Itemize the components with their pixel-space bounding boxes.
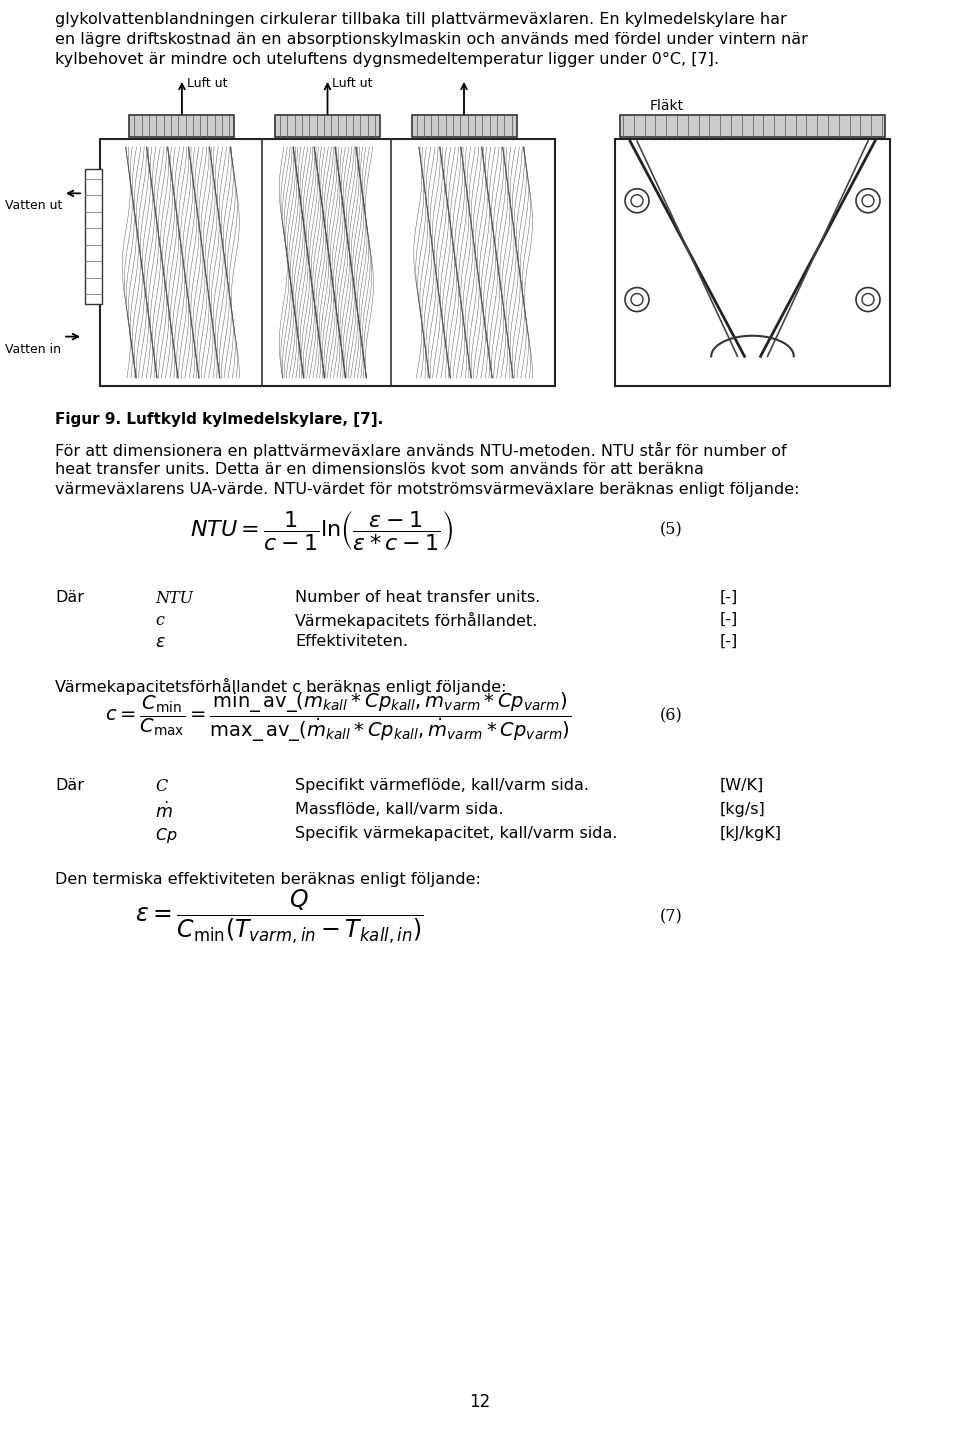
Bar xyxy=(620,114,885,137)
Text: Massflöde, kall/varm sida.: Massflöde, kall/varm sida. xyxy=(295,802,503,817)
Text: $Cp$: $Cp$ xyxy=(155,826,178,845)
Text: Specifik värmekapacitet, kall/varm sida.: Specifik värmekapacitet, kall/varm sida. xyxy=(295,826,617,842)
Text: (7): (7) xyxy=(660,909,683,926)
Text: NTU: NTU xyxy=(155,590,193,607)
Circle shape xyxy=(625,189,649,213)
Bar xyxy=(412,114,516,137)
Text: [-]: [-] xyxy=(720,634,738,649)
Circle shape xyxy=(625,287,649,312)
Text: c: c xyxy=(155,612,164,629)
Circle shape xyxy=(631,194,643,207)
Text: Fläkt: Fläkt xyxy=(650,99,684,113)
Text: värmeväxlarens UA-värde. NTU-värdet för motströmsvärmeväxlare beräknas enligt fö: värmeväxlarens UA-värde. NTU-värdet för … xyxy=(55,482,800,497)
Bar xyxy=(275,114,380,137)
Circle shape xyxy=(856,189,880,213)
Text: [W/K]: [W/K] xyxy=(720,777,764,793)
Text: C: C xyxy=(155,777,167,795)
Text: glykolvattenblandningen cirkulerar tillbaka till plattvärmeväxlaren. En kylmedel: glykolvattenblandningen cirkulerar tillb… xyxy=(55,11,787,27)
Text: [-]: [-] xyxy=(720,590,738,604)
Text: Specifikt värmeflöde, kall/varm sida.: Specifikt värmeflöde, kall/varm sida. xyxy=(295,777,589,793)
Text: kylbehovet är mindre och uteluftens dygnsmedeltemperatur ligger under 0°C, [7].: kylbehovet är mindre och uteluftens dygn… xyxy=(55,51,719,67)
Text: Number of heat transfer units.: Number of heat transfer units. xyxy=(295,590,540,604)
Text: $\varepsilon = \dfrac{Q}{C_{\min}(T_{varm,in} - T_{kall,in})}$: $\varepsilon = \dfrac{Q}{C_{\min}(T_{var… xyxy=(135,889,423,946)
Circle shape xyxy=(862,293,874,306)
Text: Vatten in: Vatten in xyxy=(5,343,61,356)
Bar xyxy=(615,139,890,386)
Text: För att dimensionera en plattvärmeväxlare används NTU-metoden. NTU står för numb: För att dimensionera en plattvärmeväxlar… xyxy=(55,442,786,459)
Text: en lägre driftskostnad än en absorptionskylmaskin och används med fördel under v: en lägre driftskostnad än en absorptions… xyxy=(55,31,808,47)
Text: $\varepsilon$: $\varepsilon$ xyxy=(155,634,166,652)
Bar xyxy=(130,114,234,137)
Text: Luft ut: Luft ut xyxy=(332,77,373,90)
Text: [-]: [-] xyxy=(720,612,738,627)
Text: (6): (6) xyxy=(660,707,683,725)
Text: Den termiska effektiviteten beräknas enligt följande:: Den termiska effektiviteten beräknas enl… xyxy=(55,872,481,887)
Text: $NTU = \dfrac{1}{c-1}\ln\!\left(\dfrac{\varepsilon - 1}{\varepsilon * c - 1}\rig: $NTU = \dfrac{1}{c-1}\ln\!\left(\dfrac{\… xyxy=(190,509,453,552)
Text: [kg/s]: [kg/s] xyxy=(720,802,766,817)
Text: heat transfer units. Detta är en dimensionslös kvot som används för att beräkna: heat transfer units. Detta är en dimensi… xyxy=(55,462,704,477)
Circle shape xyxy=(856,287,880,312)
Text: $\dot{m}$: $\dot{m}$ xyxy=(155,802,173,822)
Text: Figur 9. Luftkyld kylmedelskylare, [7].: Figur 9. Luftkyld kylmedelskylare, [7]. xyxy=(55,412,383,427)
Bar xyxy=(85,169,102,304)
Text: Vatten ut: Vatten ut xyxy=(5,199,62,213)
Text: Luft ut: Luft ut xyxy=(187,77,228,90)
Text: Effektiviteten.: Effektiviteten. xyxy=(295,634,408,649)
Text: 12: 12 xyxy=(469,1393,491,1410)
Text: [kJ/kgK]: [kJ/kgK] xyxy=(720,826,782,842)
Circle shape xyxy=(862,194,874,207)
Text: Värmekapacitetsförhållandet c beräknas enligt följande:: Värmekapacitetsförhållandet c beräknas e… xyxy=(55,677,507,694)
Text: Där: Där xyxy=(55,777,84,793)
Text: (5): (5) xyxy=(660,522,683,539)
Text: $c = \dfrac{C_{\mathrm{min}}}{C_{\mathrm{max}}} = \dfrac{\mathrm{min\_\,av\_}(\d: $c = \dfrac{C_{\mathrm{min}}}{C_{\mathrm… xyxy=(105,689,571,743)
Circle shape xyxy=(631,293,643,306)
Text: Där: Där xyxy=(55,590,84,604)
Bar xyxy=(100,139,555,386)
Text: Värmekapacitets förhållandet.: Värmekapacitets förhållandet. xyxy=(295,612,538,629)
